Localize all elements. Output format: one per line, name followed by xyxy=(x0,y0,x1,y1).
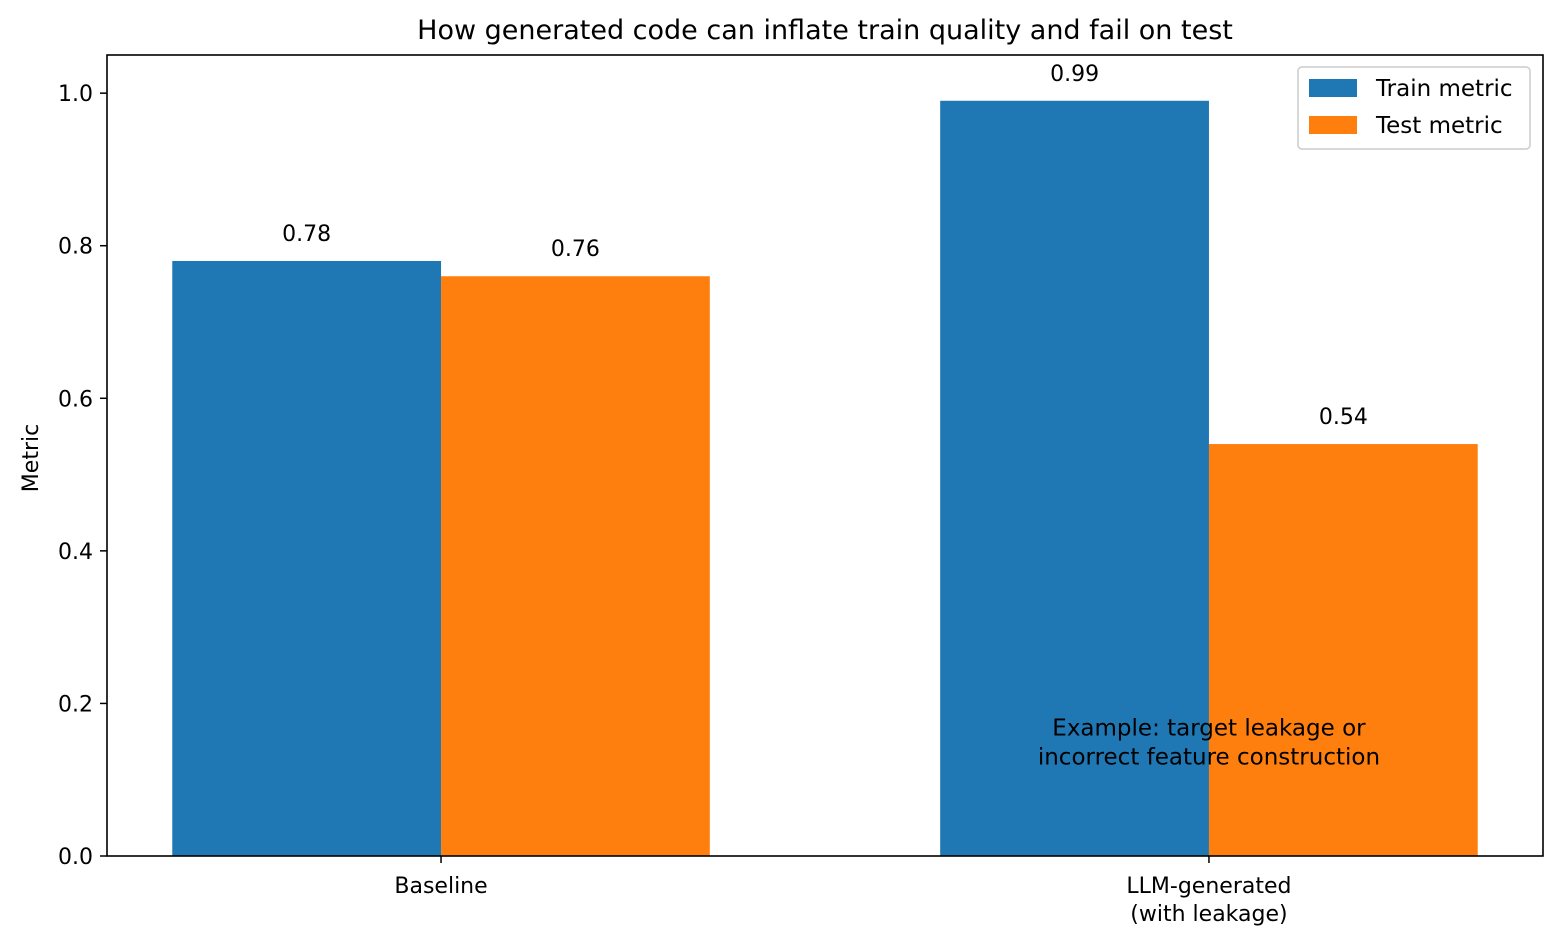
x-tick-label: LLM-generated (with leakage) xyxy=(1126,874,1291,927)
annotation: Example: target leakage or incorrect feat… xyxy=(1038,716,1380,771)
bar-train-metric-0 xyxy=(172,260,442,856)
data-labels-group: 0.78 0.99 0.76 0.54 xyxy=(282,62,1368,430)
y-tick-label: 0.2 xyxy=(58,692,93,717)
y-axis-label: Metric xyxy=(19,424,44,492)
bar-test-metric-1 xyxy=(1208,444,1478,856)
x-tick-label: Baseline xyxy=(394,874,487,899)
bar-test-metric-0 xyxy=(441,276,710,856)
legend: Train metric Test metric xyxy=(1297,66,1531,150)
data-label-train-metric-0: 0.78 xyxy=(282,222,331,247)
chart-title: How generated code can inflate train qua… xyxy=(417,15,1233,46)
data-label-test-metric-0: 0.76 xyxy=(551,237,600,262)
plot-frame xyxy=(106,54,1544,857)
data-label-train-metric-1: 0.99 xyxy=(1050,62,1099,87)
legend-label-train-metric: Train metric xyxy=(1375,76,1513,102)
bars-group xyxy=(172,100,1478,857)
y-axis: 0.0 0.2 0.4 0.6 0.8 1.0 xyxy=(58,82,107,870)
y-tick-label: 0.6 xyxy=(58,387,93,412)
x-axis: Baseline LLM-generated (with leakage) xyxy=(394,856,1291,927)
annotation-text: Example: target leakage or incorrect feat… xyxy=(1038,716,1380,771)
bar-train-metric-1 xyxy=(940,100,1209,857)
y-tick-label: 0.8 xyxy=(58,235,93,260)
legend-label-test-metric: Test metric xyxy=(1375,113,1503,139)
legend-swatch-test-metric xyxy=(1309,116,1357,134)
data-label-test-metric-1: 0.54 xyxy=(1319,405,1368,430)
y-tick-label: 0.0 xyxy=(58,845,93,870)
legend-swatch-train-metric xyxy=(1309,79,1357,97)
y-tick-label: 0.4 xyxy=(58,540,93,565)
y-tick-label: 1.0 xyxy=(58,82,93,107)
